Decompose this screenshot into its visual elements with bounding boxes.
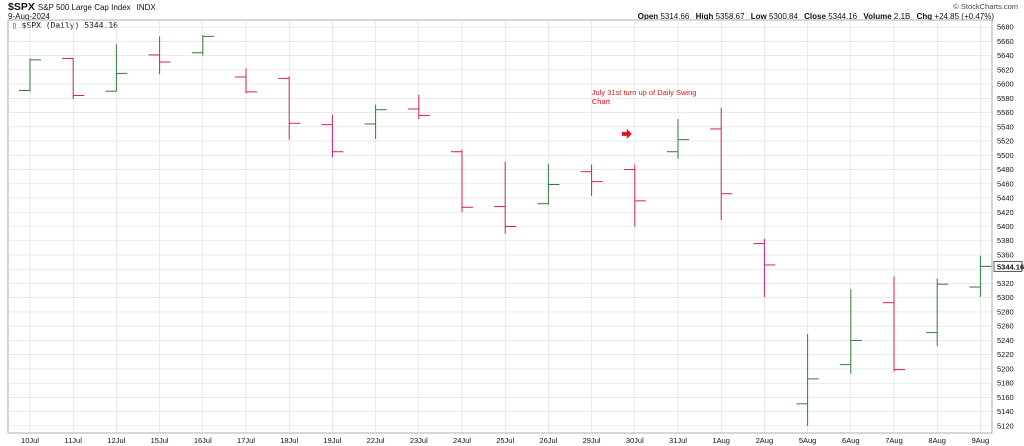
ohlc-readout: Open 5314.66 High 5358.67 Low 5300.84 Cl… [634, 12, 994, 21]
annotation-text-line2: Chart [592, 97, 611, 106]
y-tick-label: 5400 [997, 222, 1014, 231]
x-tick-label: 12Jul [107, 436, 125, 445]
x-tick-label: 5Aug [799, 436, 817, 445]
x-tick-label: 31Jul [669, 436, 687, 445]
x-tick-label: 25Jul [496, 436, 514, 445]
series-legend: ▯ $SPX (Daily) 5344.16 [12, 21, 118, 30]
chg-label: Chg [916, 12, 933, 21]
open-value: 5314.66 [660, 12, 690, 21]
x-tick-label: 18Jul [280, 436, 298, 445]
y-tick-label: 5680 [997, 23, 1014, 32]
x-tick-label: 8Aug [928, 436, 946, 445]
x-tick-label: 1Aug [712, 436, 730, 445]
y-tick-label: 5460 [997, 179, 1014, 188]
last-price-label: 5344.16 [997, 262, 1024, 271]
x-tick-label: 6Aug [842, 436, 860, 445]
x-tick-label: 17Jul [237, 436, 255, 445]
volume-label: Volume [863, 12, 892, 21]
x-tick-label: 2Aug [756, 436, 774, 445]
y-tick-label: 5220 [997, 350, 1014, 359]
x-tick-label: 10Jul [21, 436, 39, 445]
open-label: Open [637, 12, 659, 21]
x-tick-label: 23Jul [410, 436, 428, 445]
y-tick-label: 5600 [997, 80, 1014, 89]
volume-value: 2.1B [893, 12, 911, 21]
y-tick-label: 5640 [997, 51, 1014, 60]
x-tick-label: 30Jul [626, 436, 644, 445]
x-tick-label: 16Jul [194, 436, 212, 445]
y-tick-label: 5560 [997, 108, 1014, 117]
y-tick-label: 5200 [997, 364, 1014, 373]
x-tick-label: 7Aug [885, 436, 903, 445]
y-tick-label: 5300 [997, 293, 1014, 302]
y-tick-label: 5620 [997, 65, 1014, 74]
y-tick-label: 5140 [997, 407, 1014, 416]
x-tick-label: 19Jul [323, 436, 341, 445]
y-tick-label: 5540 [997, 122, 1014, 131]
y-tick-label: 5280 [997, 307, 1014, 316]
exchange: INDX [136, 3, 156, 12]
high-label: High [695, 12, 714, 21]
y-tick-label: 5360 [997, 250, 1014, 259]
y-tick-label: 5520 [997, 137, 1014, 146]
low-label: Low [750, 12, 767, 21]
x-tick-label: 26Jul [539, 436, 557, 445]
y-tick-label: 5380 [997, 236, 1014, 245]
y-tick-label: 5440 [997, 194, 1014, 203]
y-tick-label: 5320 [997, 279, 1014, 288]
y-tick-label: 5180 [997, 379, 1014, 388]
ticker: $SPX [8, 1, 35, 13]
x-tick-label: 22Jul [367, 436, 385, 445]
y-tick-label: 5160 [997, 393, 1014, 402]
index-name: S&P 500 Large Cap Index [37, 3, 131, 12]
x-tick-label: 24Jul [453, 436, 471, 445]
chg-value: +24.85 (+0.47%) [934, 12, 994, 21]
y-tick-label: 5260 [997, 322, 1014, 331]
y-tick-label: 5420 [997, 208, 1014, 217]
x-tick-label: 15Jul [151, 436, 169, 445]
close-label: Close [804, 12, 826, 21]
close-value: 5344.16 [828, 12, 858, 21]
y-tick-label: 5580 [997, 94, 1014, 103]
x-tick-label: 29Jul [583, 436, 601, 445]
high-value: 5358.67 [715, 12, 745, 21]
low-value: 5300.84 [769, 12, 798, 21]
y-tick-label: 5500 [997, 151, 1014, 160]
y-tick-label: 5120 [997, 421, 1014, 430]
right-arrow-icon [621, 128, 632, 139]
last-price-tag [993, 260, 1023, 272]
y-tick-label: 5240 [997, 336, 1014, 345]
y-tick-label: 5660 [997, 37, 1014, 46]
symbol-title: $SPX S&P 500 Large Cap Index INDX [8, 1, 156, 13]
x-tick-label: 9Aug [972, 436, 990, 445]
chart-date: 9-Aug-2024 [8, 12, 50, 21]
y-tick-label: 5480 [997, 165, 1014, 174]
annotation-text: July 31st turn up of Daily Swing [592, 88, 697, 97]
watermark: © StockCharts.com [953, 2, 1018, 11]
x-tick-label: 11Jul [65, 436, 83, 445]
